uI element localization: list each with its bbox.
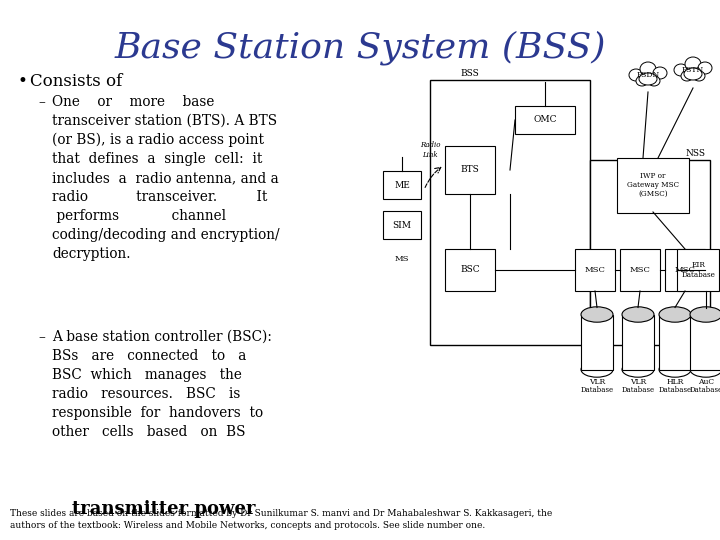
Text: MSC: MSC — [675, 266, 696, 274]
Text: IWP or
Gateway MSC
(GMSC): IWP or Gateway MSC (GMSC) — [627, 172, 679, 198]
Ellipse shape — [659, 362, 691, 377]
Ellipse shape — [674, 64, 688, 76]
Ellipse shape — [685, 57, 701, 71]
Ellipse shape — [681, 71, 693, 81]
Text: PSTN: PSTN — [682, 66, 704, 74]
Text: Database: Database — [580, 387, 613, 395]
Text: Database: Database — [690, 387, 720, 395]
Ellipse shape — [690, 307, 720, 322]
Text: PSDN: PSDN — [636, 71, 660, 79]
Bar — [430, 80, 590, 345]
Text: Database: Database — [621, 387, 654, 395]
Ellipse shape — [640, 62, 656, 76]
Bar — [445, 146, 495, 194]
Text: MSC: MSC — [585, 266, 606, 274]
Ellipse shape — [648, 76, 660, 86]
Bar — [383, 211, 421, 239]
Text: –: – — [38, 95, 45, 109]
Text: BTS: BTS — [461, 165, 480, 174]
Bar — [665, 249, 705, 291]
Ellipse shape — [693, 71, 705, 81]
Ellipse shape — [653, 67, 667, 79]
Text: NSS: NSS — [685, 149, 705, 158]
Bar — [622, 314, 654, 369]
Ellipse shape — [698, 62, 712, 74]
Ellipse shape — [636, 76, 648, 86]
Ellipse shape — [622, 362, 654, 377]
Bar — [383, 171, 421, 199]
Text: VLR: VLR — [630, 377, 646, 386]
Text: Base Station System (BSS): Base Station System (BSS) — [114, 30, 606, 65]
Bar — [677, 249, 719, 291]
Text: OMC: OMC — [534, 116, 557, 125]
Text: Radio
Link: Radio Link — [420, 141, 440, 159]
Text: BSC: BSC — [460, 266, 480, 274]
Text: –: – — [38, 330, 45, 344]
Text: VLR: VLR — [589, 377, 605, 386]
Bar — [581, 314, 613, 369]
Ellipse shape — [639, 73, 657, 85]
Ellipse shape — [684, 68, 702, 80]
Bar — [620, 249, 660, 291]
Text: transmitter power: transmitter power — [72, 500, 256, 518]
Text: One    or    more    base
transceiver station (BTS). A BTS
(or BS), is a radio a: One or more base transceiver station (BT… — [52, 95, 279, 261]
Text: Consists of: Consists of — [30, 73, 122, 90]
Bar — [515, 106, 575, 134]
Text: EIR
Database: EIR Database — [681, 261, 715, 279]
Text: Database: Database — [658, 387, 692, 395]
Text: HLR: HLR — [666, 377, 684, 386]
Bar — [659, 314, 691, 369]
Text: MS: MS — [395, 255, 409, 263]
Bar — [445, 249, 495, 291]
Text: A base station controller (BSC):
BSs   are   connected   to   a
BSC  which   man: A base station controller (BSC): BSs are… — [52, 330, 272, 438]
Bar — [690, 314, 720, 369]
Text: BSS: BSS — [461, 69, 480, 78]
Ellipse shape — [622, 307, 654, 322]
Text: MSC: MSC — [629, 266, 650, 274]
Bar — [590, 160, 710, 345]
Text: AuC: AuC — [698, 377, 714, 386]
Ellipse shape — [659, 307, 691, 322]
Ellipse shape — [690, 362, 720, 377]
Text: ME: ME — [394, 180, 410, 190]
Text: authors of the textbook: Wireless and Mobile Networks, concepts and protocols. S: authors of the textbook: Wireless and Mo… — [10, 521, 485, 530]
Ellipse shape — [629, 69, 643, 81]
Text: SIM: SIM — [392, 220, 412, 230]
Text: •: • — [18, 73, 28, 90]
Ellipse shape — [581, 307, 613, 322]
Bar — [575, 249, 615, 291]
Bar — [617, 158, 689, 213]
Ellipse shape — [581, 362, 613, 377]
Text: These slides are based on the slides formatted by Dr Sunilkumar S. manvi and Dr : These slides are based on the slides for… — [10, 509, 552, 518]
